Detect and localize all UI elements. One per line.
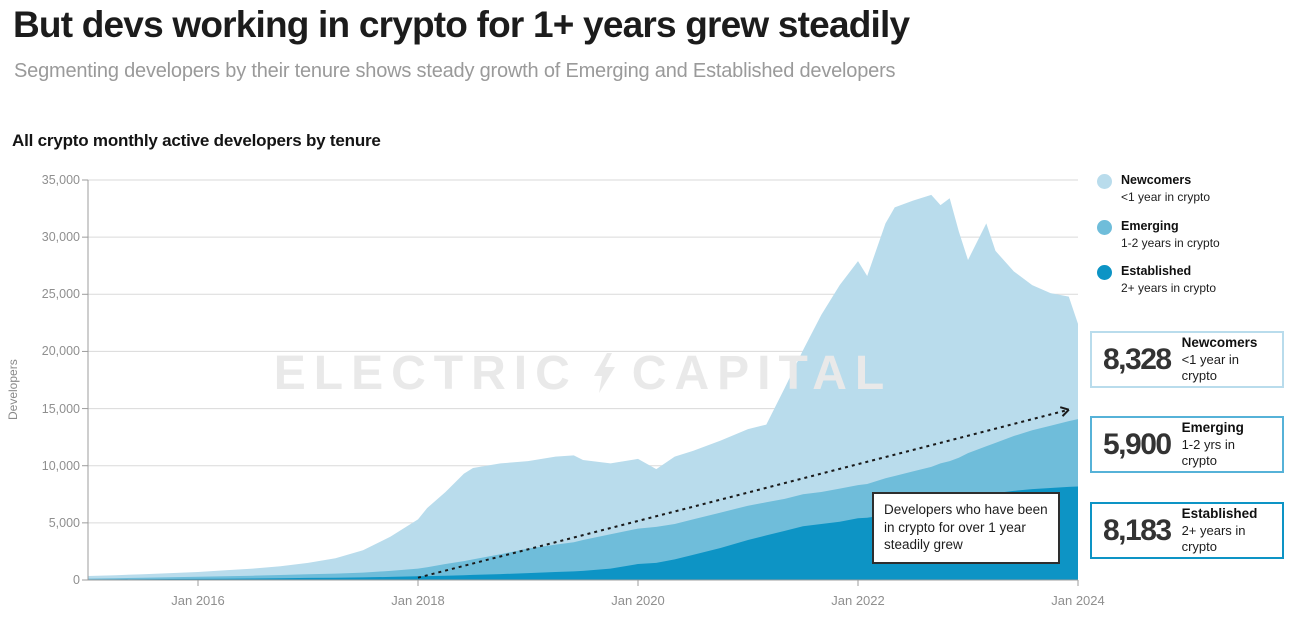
legend-item-established: Established 2+ years in crypto <box>1097 264 1220 297</box>
x-tick-label: Jan 2022 <box>831 593 885 608</box>
legend-desc: <1 year in crypto <box>1121 190 1211 204</box>
legend-item-newcomers: Newcomers <1 year in crypto <box>1097 173 1220 206</box>
area-established <box>88 486 1078 580</box>
stat-box-emerging: 5,900 Emerging 1-2 yrs in crypto <box>1090 416 1284 473</box>
newcomers-dot-icon <box>1097 174 1112 189</box>
y-tick-label: 5,000 <box>48 515 80 530</box>
stat-value: 5,900 <box>1103 427 1172 461</box>
page-subtitle: Segmenting developers by their tenure sh… <box>14 60 896 82</box>
stat-box-established: 8,183 Established 2+ years in crypto <box>1090 502 1284 559</box>
area-newcomers <box>88 194 1078 580</box>
stat-desc: <1 year in crypto <box>1181 351 1240 384</box>
y-tick-label: 35,000 <box>41 173 80 187</box>
annotation-box: Developers who have been in crypto for o… <box>872 492 1060 564</box>
legend-name: Emerging <box>1121 218 1179 233</box>
stat-desc: 2+ years in crypto <box>1181 522 1246 555</box>
legend-name: Established <box>1121 264 1192 279</box>
legend-desc: 1-2 years in crypto <box>1121 235 1220 250</box>
x-tick-label: Jan 2024 <box>1051 593 1105 608</box>
stat-name: Emerging <box>1181 419 1244 435</box>
established-dot-icon <box>1097 265 1112 281</box>
legend-name: Newcomers <box>1121 173 1192 187</box>
trend-dotted-line <box>417 408 1070 579</box>
stat-name: Established <box>1181 505 1258 521</box>
stat-value: 8,183 <box>1103 513 1172 547</box>
y-tick-label: 0 <box>73 573 80 587</box>
chart-title: All crypto monthly active developers by … <box>12 131 381 150</box>
trend-arrowhead <box>1059 406 1070 411</box>
stat-desc: 1-2 yrs in crypto <box>1181 436 1236 469</box>
legend-desc: 2+ years in crypto <box>1121 281 1217 296</box>
stacked-area-plot <box>82 179 1079 586</box>
legend-item-emerging: Emerging 1-2 years in crypto <box>1097 219 1220 252</box>
x-tick-label: Jan 2016 <box>171 593 225 608</box>
legend: Newcomers <1 year in crypto Emerging 1-2… <box>1097 173 1220 297</box>
y-tick-label: 15,000 <box>41 401 80 416</box>
x-tick-label: Jan 2018 <box>391 593 445 608</box>
stat-box-newcomers: 8,328 Newcomers <1 year in crypto <box>1090 331 1284 388</box>
stat-name: Newcomers <box>1181 334 1258 350</box>
stat-value: 8,328 <box>1103 342 1172 376</box>
y-tick-label: 30,000 <box>41 230 80 245</box>
y-tick-label: 20,000 <box>41 344 80 359</box>
page-title: But devs working in crypto for 1+ years … <box>13 4 910 45</box>
trend-arrowhead <box>1061 409 1070 417</box>
x-tick-label: Jan 2020 <box>611 593 665 608</box>
y-tick-label: 25,000 <box>41 287 80 302</box>
y-tick-label: 10,000 <box>41 458 80 473</box>
emerging-dot-icon <box>1097 219 1112 235</box>
